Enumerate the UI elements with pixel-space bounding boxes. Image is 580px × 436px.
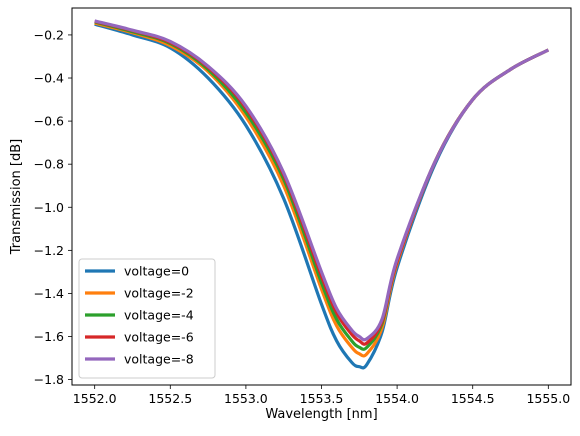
legend-label-2: voltage=-4	[124, 308, 194, 323]
x-axis-ticks: 1552.0 1552.5 1553.0 1553.5 1554.0 1554.5 1555…	[73, 385, 570, 406]
series-line-4	[94, 19, 550, 342]
x-tick-label: 1554.5	[451, 391, 495, 406]
y-tick-label: −0.6	[34, 114, 64, 129]
y-tick-label: −0.2	[34, 27, 64, 42]
legend-label-3: voltage=-6	[124, 330, 194, 345]
y-tick-label: −1.6	[34, 329, 64, 344]
y-tick-label: −1.4	[34, 286, 64, 301]
legend-box	[78, 258, 216, 379]
x-axis-label: Wavelength [nm]	[265, 407, 377, 422]
x-tick-label: 1553.0	[224, 391, 268, 406]
y-tick-label: −0.8	[34, 157, 64, 172]
x-tick-label: 1554.0	[375, 391, 419, 406]
y-axis-ticks: −1.8 −1.6 −1.4 −1.2 −1.0 −0.8 −0.6 −0.4 −0.2	[34, 27, 72, 387]
y-tick-label: −0.4	[34, 71, 64, 86]
legend: voltage=0 voltage=-2 voltage=-4 voltage=-6 v…	[78, 258, 216, 379]
y-tick-label: −1.2	[34, 243, 64, 258]
x-tick-label: 1552.5	[148, 391, 192, 406]
x-tick-label: 1553.5	[300, 391, 344, 406]
y-tick-label: −1.8	[34, 372, 64, 387]
legend-label-4: voltage=-8	[124, 352, 194, 367]
legend-label-0: voltage=0	[124, 264, 189, 279]
series-layer	[94, 19, 550, 370]
y-axis-label: Transmission [dB]	[9, 139, 24, 255]
x-tick-label: 1552.0	[73, 391, 117, 406]
legend-label-1: voltage=-2	[124, 286, 194, 301]
y-tick-label: −1.0	[34, 200, 64, 215]
x-tick-label: 1555.0	[526, 391, 570, 406]
